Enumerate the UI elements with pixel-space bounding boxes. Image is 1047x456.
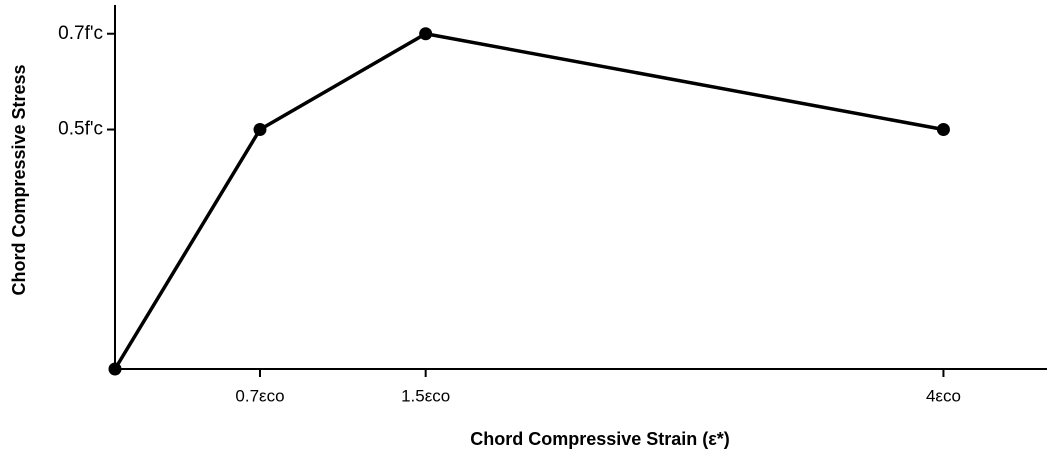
data-point [108,362,122,376]
x-axis-title: Chord Compressive Strain (ε*) [470,429,730,449]
data-point [419,27,433,41]
x-tick-label: 4εco [926,386,961,405]
y-tick-label: 0.5f'c [58,119,103,140]
y-tick-label: 0.7f'c [58,23,103,44]
x-tick-label: 0.7εco [235,386,284,405]
data-line [113,31,944,370]
data-point [936,123,950,137]
x-tick-label: 1.5εco [401,386,450,405]
y-axis-title: Chord Compressive Stress [9,64,29,295]
data-point [253,123,267,137]
